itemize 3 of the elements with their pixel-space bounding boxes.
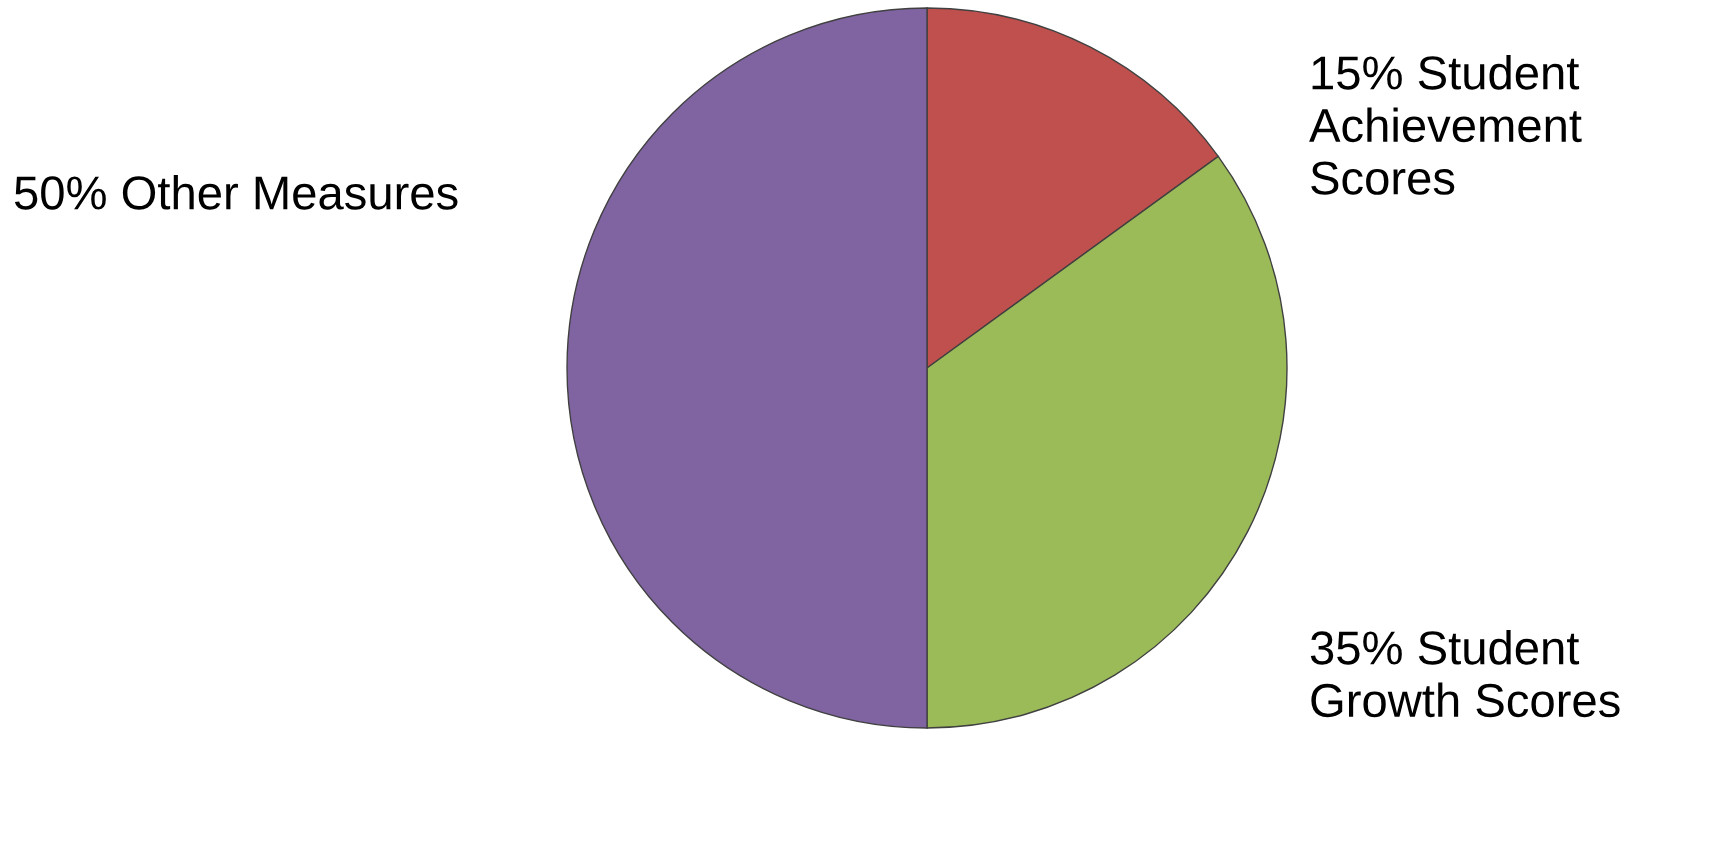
slice-label: 15% Student Achievement Scores — [1309, 55, 1582, 195]
slice-label: 35% Student Growth Scores — [1310, 630, 1620, 718]
slice-label: 50% Other Measures — [14, 175, 458, 210]
